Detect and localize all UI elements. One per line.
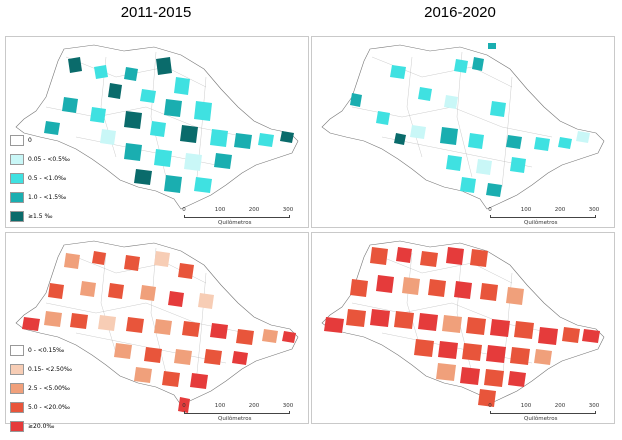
legend-swatch — [10, 402, 24, 413]
scalebar-ticks: 0 100 200 300 — [488, 207, 620, 215]
scalebar-tick: 200 — [554, 403, 566, 409]
scalebar-tick: 0 — [488, 207, 492, 213]
legend-swatch — [10, 383, 24, 394]
legend-label: 0.05 - <0.5‰ — [28, 156, 70, 163]
sao-paulo-map — [321, 240, 605, 407]
map-panel-top-2011-2015: 0 0.05 - <0.5‰ 0.5 - <1.0‰ 1.0 - <1.5‰ ≥… — [5, 36, 309, 228]
scalebar-line — [184, 215, 290, 218]
scalebar-ticks: 0 100 200 300 — [182, 207, 314, 215]
legend-swatch — [10, 421, 24, 432]
legend-label: 0 — [28, 137, 32, 144]
column-title-2016-2020: 2016-2020 — [424, 4, 496, 21]
scalebar: 0 100 200 300 Quilômetros — [488, 207, 620, 226]
scalebar-tick: 300 — [588, 403, 600, 409]
sao-paulo-map — [15, 240, 299, 413]
scalebar-tick: 100 — [520, 403, 532, 409]
sao-paulo-map — [321, 43, 605, 210]
map-panel-bottom-2011-2015: 0 - <0.15‰ 0.15- <2.50‰ 2.5 - <5.00‰ 5.0… — [5, 232, 309, 432]
scalebar-tick: 300 — [282, 403, 294, 409]
scalebar-tick: 200 — [248, 207, 260, 213]
legend-swatch — [10, 211, 24, 222]
legend-label: 5.0 - <20.0‰ — [28, 404, 70, 411]
legend-label: 1.0 - <1.5‰ — [28, 194, 67, 201]
legend-label: 2.5 - <5.00‰ — [28, 385, 70, 392]
scalebar-tick: 300 — [588, 207, 600, 213]
scalebar-tick: 100 — [214, 207, 226, 213]
map-panel-bottom-2016-2020: 0 100 200 300 Quilômetros — [311, 232, 615, 424]
scalebar-tick: 200 — [554, 207, 566, 213]
scalebar-ticks: 0 100 200 300 — [182, 403, 314, 411]
legend-swatch — [10, 364, 24, 375]
scalebar-unit: Quilômetros — [524, 416, 558, 422]
legend-label: 0 - <0.15‰ — [28, 347, 65, 354]
scalebar-tick: 0 — [182, 207, 186, 213]
legend-label: ≥1.5 ‰ — [28, 213, 53, 220]
scalebar-ticks: 0 100 200 300 — [488, 403, 620, 411]
scalebar: 0 100 200 300 Quilômetros — [182, 403, 314, 422]
scalebar-unit: Quilômetros — [218, 220, 252, 226]
scalebar: 0 100 200 300 Quilômetros — [488, 403, 620, 422]
scalebar-tick: 0 — [488, 403, 492, 409]
legend-swatch — [10, 135, 24, 146]
legend-label: 0.5 - <1.0‰ — [28, 175, 67, 182]
scalebar-line — [184, 411, 290, 414]
legend-swatch — [10, 192, 24, 203]
scalebar-tick: 100 — [214, 403, 226, 409]
legend-swatch — [10, 345, 24, 356]
scalebar-line — [490, 411, 596, 414]
scalebar: 0 100 200 300 Quilômetros — [182, 207, 314, 226]
scalebar-unit: Quilômetros — [524, 220, 558, 226]
legend-swatch — [10, 173, 24, 184]
column-title-2011-2015: 2011-2015 — [120, 4, 192, 21]
scalebar-tick: 0 — [182, 403, 186, 409]
scalebar-tick: 300 — [282, 207, 294, 213]
scalebar-unit: Quilômetros — [218, 416, 252, 422]
sao-paulo-map — [15, 44, 299, 210]
scalebar-tick: 100 — [520, 207, 532, 213]
map-panel-top-2016-2020: 0 100 200 300 Quilômetros — [311, 36, 615, 228]
scalebar-line — [490, 215, 596, 218]
legend-swatch — [10, 154, 24, 165]
scalebar-tick: 200 — [248, 403, 260, 409]
legend-label: ≥20.0‰ — [28, 423, 55, 430]
legend-label: 0.15- <2.50‰ — [28, 366, 72, 373]
